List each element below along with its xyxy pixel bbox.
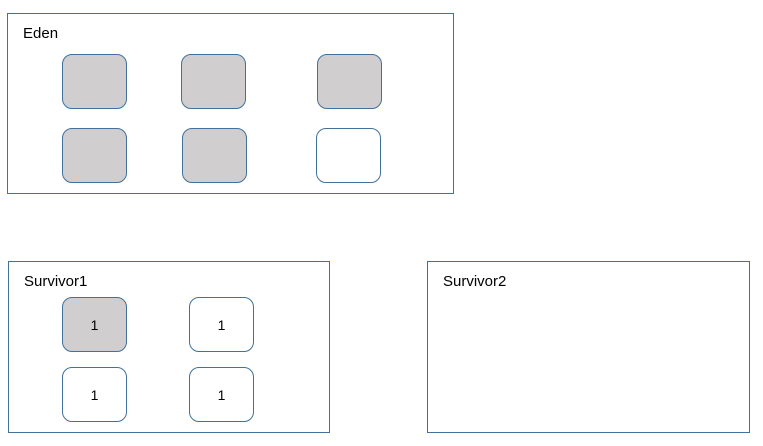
- survivor1-object-3: 1: [62, 367, 127, 422]
- survivor1-label: Survivor1: [24, 273, 88, 290]
- eden-object-6: [316, 128, 381, 183]
- eden-object-2: [181, 54, 246, 109]
- eden-object-1: [62, 54, 127, 109]
- survivor1-object-4: 1: [189, 367, 254, 422]
- survivor2-region: Survivor2: [427, 261, 750, 433]
- survivor1-region: Survivor1 1 1 1 1: [8, 261, 330, 433]
- survivor1-object-1: 1: [62, 297, 127, 352]
- eden-object-5: [182, 128, 247, 183]
- survivor2-label: Survivor2: [443, 273, 507, 290]
- eden-object-3: [317, 54, 382, 109]
- survivor1-object-2: 1: [189, 297, 254, 352]
- eden-object-4: [62, 128, 127, 183]
- eden-label: Eden: [23, 25, 59, 42]
- eden-region: Eden: [7, 13, 454, 194]
